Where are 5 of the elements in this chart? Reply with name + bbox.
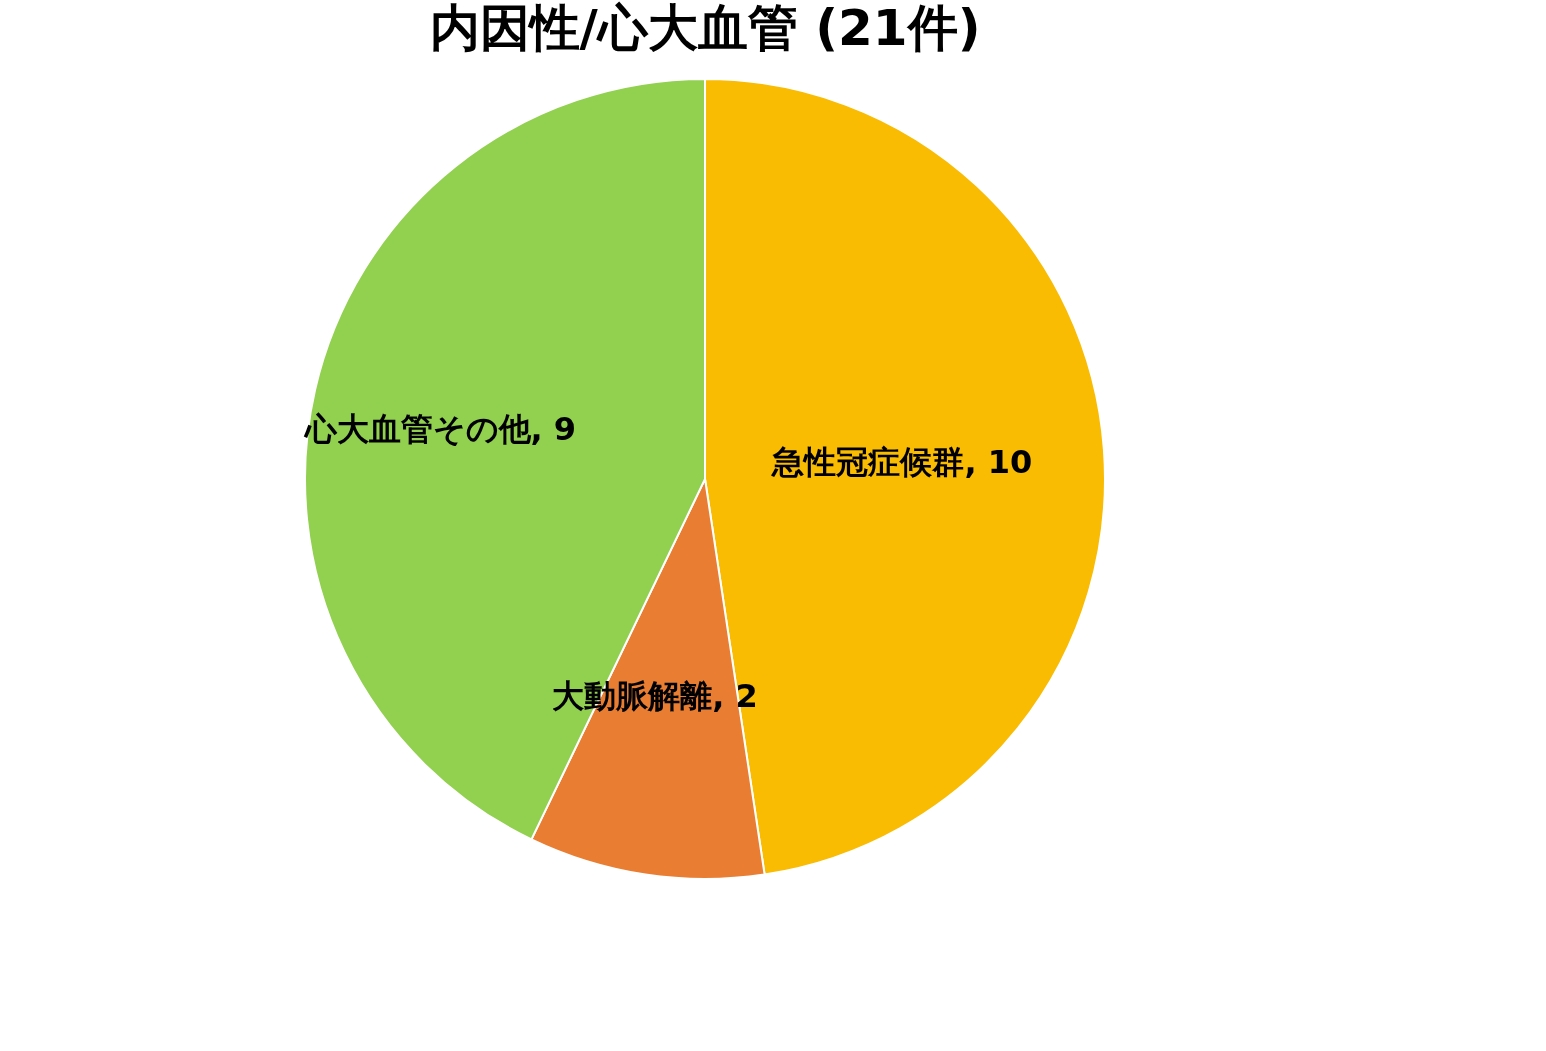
data-label: , 2 [712,676,758,715]
chart-title: 内因性/心大血管 (21件) [429,0,981,57]
data-label: , 9 [530,410,577,449]
data-label: , 10 [964,442,1033,481]
slice-label: 急性冠症候群 [770,442,965,481]
